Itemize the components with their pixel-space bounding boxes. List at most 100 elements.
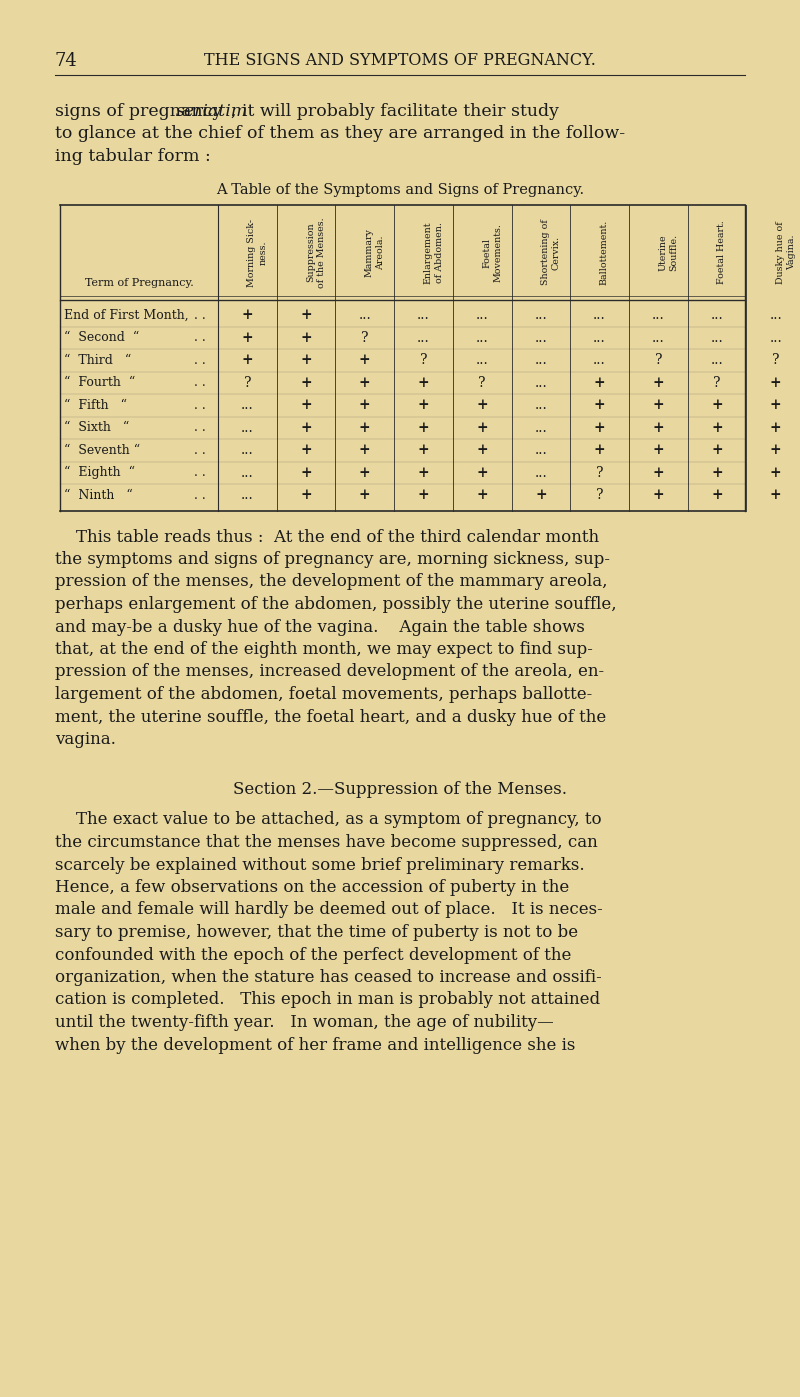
Text: ...: ...: [534, 443, 547, 457]
Text: ...: ...: [652, 331, 665, 345]
Text: +: +: [653, 465, 664, 479]
Text: ...: ...: [417, 331, 430, 345]
Text: ?: ?: [361, 331, 369, 345]
Text: “  Third   “: “ Third “: [64, 353, 131, 367]
Text: scarcely be explained without some brief preliminary remarks.: scarcely be explained without some brief…: [55, 856, 585, 873]
Text: the symptoms and signs of pregnancy are, morning sickness, sup-: the symptoms and signs of pregnancy are,…: [55, 550, 610, 569]
Text: ...: ...: [241, 465, 254, 479]
Text: seriatim: seriatim: [176, 103, 248, 120]
Text: ...: ...: [534, 420, 547, 434]
Text: “  Sixth   “: “ Sixth “: [64, 422, 130, 434]
Text: +: +: [653, 420, 664, 434]
Text: +: +: [476, 420, 488, 434]
Text: Morning Sick-
ness.: Morning Sick- ness.: [247, 218, 267, 286]
Text: +: +: [300, 488, 312, 503]
Text: “  Fifth   “: “ Fifth “: [64, 398, 127, 412]
Text: +: +: [770, 488, 782, 503]
Text: the circumstance that the menses have become suppressed, can: the circumstance that the menses have be…: [55, 834, 598, 851]
Text: ing tabular form :: ing tabular form :: [55, 148, 210, 165]
Text: 74: 74: [55, 52, 78, 70]
Text: +: +: [770, 398, 782, 412]
Text: +: +: [594, 420, 606, 434]
Text: ?: ?: [420, 353, 427, 367]
Text: +: +: [476, 488, 488, 503]
Text: +: +: [476, 443, 488, 457]
Text: ...: ...: [476, 309, 489, 323]
Text: . .: . .: [194, 489, 206, 502]
Text: +: +: [359, 443, 370, 457]
Text: +: +: [300, 353, 312, 367]
Text: ...: ...: [241, 398, 254, 412]
Text: organization, when the stature has ceased to increase and ossifi-: organization, when the stature has cease…: [55, 970, 602, 986]
Text: +: +: [770, 443, 782, 457]
Text: Foetal
Movements.: Foetal Movements.: [482, 224, 502, 282]
Text: perhaps enlargement of the abdomen, possibly the uterine souffle,: perhaps enlargement of the abdomen, poss…: [55, 597, 617, 613]
Text: Enlargement
of Abdomen.: Enlargement of Abdomen.: [423, 221, 443, 284]
Text: confounded with the epoch of the perfect development of the: confounded with the epoch of the perfect…: [55, 947, 571, 964]
Text: Dusky hue of
Vagina.: Dusky hue of Vagina.: [776, 221, 796, 284]
Text: until the twenty-fifth year.   In woman, the age of nubility—: until the twenty-fifth year. In woman, t…: [55, 1014, 554, 1031]
Text: ...: ...: [710, 353, 723, 367]
Text: “  Eighth  “: “ Eighth “: [64, 467, 135, 479]
Text: ?: ?: [714, 376, 721, 390]
Text: ...: ...: [534, 331, 547, 345]
Text: ?: ?: [772, 353, 779, 367]
Text: ?: ?: [478, 376, 486, 390]
Text: signs of pregnancy: signs of pregnancy: [55, 103, 228, 120]
Text: +: +: [300, 398, 312, 412]
Text: +: +: [242, 331, 253, 345]
Text: This table reads thus :  At the end of the third calendar month: This table reads thus : At the end of th…: [55, 528, 599, 545]
Text: Ballottement.: Ballottement.: [599, 219, 609, 285]
Text: +: +: [242, 353, 253, 367]
Text: that, at the end of the eighth month, we may expect to find sup-: that, at the end of the eighth month, we…: [55, 641, 593, 658]
Text: THE SIGNS AND SYMPTOMS OF PREGNANCY.: THE SIGNS AND SYMPTOMS OF PREGNANCY.: [204, 52, 596, 68]
Text: ...: ...: [417, 309, 430, 323]
Text: The exact value to be attached, as a symptom of pregnancy, to: The exact value to be attached, as a sym…: [55, 812, 602, 828]
Text: +: +: [535, 488, 546, 503]
Text: +: +: [418, 376, 430, 390]
Text: +: +: [359, 353, 370, 367]
Text: ...: ...: [534, 353, 547, 367]
Text: +: +: [770, 465, 782, 479]
Text: +: +: [242, 309, 253, 323]
Text: male and female will hardly be deemed out of place.   It is neces-: male and female will hardly be deemed ou…: [55, 901, 602, 918]
Text: +: +: [359, 465, 370, 479]
Text: . .: . .: [194, 353, 206, 367]
Text: ment, the uterine souffle, the foetal heart, and a dusky hue of the: ment, the uterine souffle, the foetal he…: [55, 708, 606, 725]
Text: +: +: [711, 398, 722, 412]
Text: +: +: [476, 465, 488, 479]
Text: . .: . .: [194, 444, 206, 457]
Text: largement of the abdomen, foetal movements, perhaps ballotte-: largement of the abdomen, foetal movemen…: [55, 686, 592, 703]
Text: A Table of the Symptoms and Signs of Pregnancy.: A Table of the Symptoms and Signs of Pre…: [216, 183, 584, 197]
Text: +: +: [770, 376, 782, 390]
Text: +: +: [711, 420, 722, 434]
Text: ...: ...: [652, 309, 665, 323]
Text: vagina.: vagina.: [55, 731, 116, 747]
Text: ...: ...: [476, 331, 489, 345]
Text: +: +: [711, 443, 722, 457]
Text: +: +: [300, 309, 312, 323]
Text: when by the development of her frame and intelligence she is: when by the development of her frame and…: [55, 1037, 575, 1053]
Text: . .: . .: [194, 422, 206, 434]
Text: ?: ?: [243, 376, 251, 390]
Text: Uterine
Souffle.: Uterine Souffle.: [658, 233, 678, 271]
Text: +: +: [418, 398, 430, 412]
Text: “  Ninth   “: “ Ninth “: [64, 489, 133, 502]
Text: . .: . .: [194, 331, 206, 344]
Text: ...: ...: [770, 309, 782, 323]
Text: ...: ...: [593, 309, 606, 323]
Text: Foetal Heart.: Foetal Heart.: [717, 221, 726, 285]
Text: ?: ?: [654, 353, 662, 367]
Text: +: +: [359, 376, 370, 390]
Text: +: +: [653, 376, 664, 390]
Text: ...: ...: [241, 420, 254, 434]
Text: , it will probably facilitate their study: , it will probably facilitate their stud…: [231, 103, 559, 120]
Text: to glance at the chief of them as they are arranged in the follow-: to glance at the chief of them as they a…: [55, 126, 625, 142]
Text: Term of Pregnancy.: Term of Pregnancy.: [85, 278, 194, 288]
Text: . .: . .: [194, 467, 206, 479]
Text: End of First Month,: End of First Month,: [64, 309, 189, 321]
Text: +: +: [594, 398, 606, 412]
Text: Shortening of
Cervix.: Shortening of Cervix.: [541, 219, 561, 285]
Text: . .: . .: [194, 376, 206, 390]
Text: ...: ...: [534, 309, 547, 323]
